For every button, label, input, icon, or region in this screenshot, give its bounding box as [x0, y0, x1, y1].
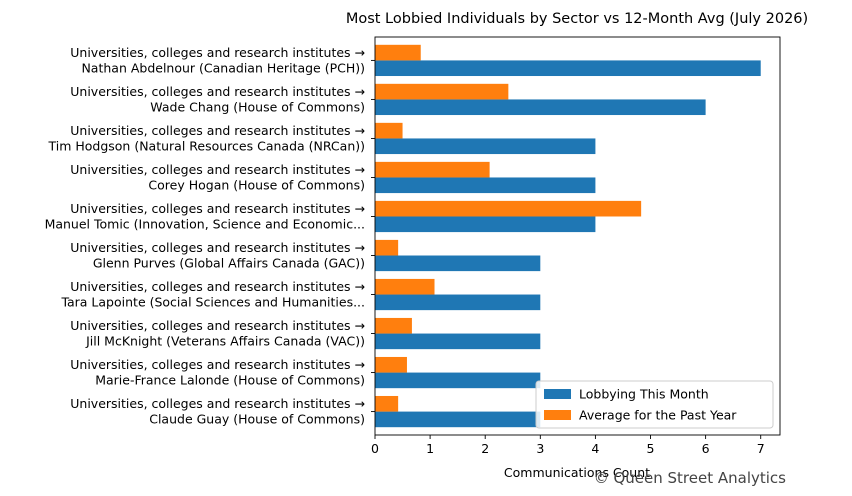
bar-this-month: [375, 294, 541, 311]
category-label-line: Glenn Purves (Global Affairs Canada (GAC…: [93, 256, 365, 271]
category-label: Universities, colleges and research inst…: [70, 162, 365, 193]
legend-swatch: [544, 410, 571, 420]
watermark: © Queen Street Analytics: [594, 469, 786, 487]
category-label-line: Universities, colleges and research inst…: [70, 357, 365, 372]
category-label-line: Jill McKnight (Veterans Affairs Canada (…: [85, 334, 365, 349]
bar-past-year-average: [375, 44, 421, 61]
category-label: Universities, colleges and research inst…: [70, 357, 365, 388]
bar-past-year-average: [375, 200, 642, 217]
category-label: Universities, colleges and research inst…: [60, 279, 365, 310]
category-label: Universities, colleges and research inst…: [45, 201, 365, 232]
category-label: Universities, colleges and research inst…: [70, 396, 365, 427]
bar-this-month: [375, 216, 596, 233]
bar-past-year-average: [375, 395, 399, 412]
category-label: Universities, colleges and research inst…: [70, 45, 365, 76]
category-label: Universities, colleges and research inst…: [70, 318, 365, 349]
bar-this-month: [375, 255, 541, 272]
category-label-line: Universities, colleges and research inst…: [70, 123, 365, 138]
plot-area: Universities, colleges and research inst…: [45, 36, 781, 456]
category-label-line: Universities, colleges and research inst…: [70, 318, 365, 333]
category-label-line: Universities, colleges and research inst…: [70, 240, 365, 255]
x-tick-label: 3: [536, 441, 544, 456]
x-tick-label: 5: [647, 441, 655, 456]
category-label: Universities, colleges and research inst…: [70, 240, 365, 271]
x-tick-label: 2: [481, 441, 489, 456]
category-label-line: Nathan Abdelnour (Canadian Heritage (PCH…: [81, 60, 365, 75]
category-label-line: Manuel Tomic (Innovation, Science and Ec…: [45, 216, 365, 231]
chart-title: Most Lobbied Individuals by Sector vs 12…: [346, 11, 808, 27]
category-label-line: Tara Lapointe (Social Sciences and Human…: [60, 295, 365, 310]
x-tick-label: 7: [757, 441, 765, 456]
bar-past-year-average: [375, 83, 509, 100]
x-axis-title: Communications Count: [504, 465, 650, 480]
bar-past-year-average: [375, 122, 403, 139]
x-tick-label: 1: [426, 441, 434, 456]
legend: Lobbying This Month Average for the Past …: [535, 380, 774, 429]
category-label-line: Tim Hodgson (Natural Resources Canada (N…: [47, 138, 365, 153]
category-label-line: Marie-France Lalonde (House of Commons): [95, 373, 365, 388]
bar-this-month: [375, 411, 541, 428]
legend-swatch: [544, 389, 571, 399]
x-tick-label: 4: [591, 441, 599, 456]
bar-this-month: [375, 99, 706, 116]
category-label: Universities, colleges and research inst…: [70, 84, 365, 115]
plot-frame: [374, 36, 781, 436]
legend-label: Average for the Past Year: [579, 408, 737, 423]
bar-this-month: [375, 333, 541, 350]
category-label-line: Universities, colleges and research inst…: [70, 162, 365, 177]
bar-past-year-average: [375, 161, 490, 178]
category-label: Universities, colleges and research inst…: [47, 123, 365, 154]
bar-past-year-average: [375, 356, 407, 373]
category-label-line: Corey Hogan (House of Commons): [148, 177, 365, 192]
category-label-line: Universities, colleges and research inst…: [70, 396, 365, 411]
category-label-line: Claude Guay (House of Commons): [149, 412, 365, 427]
bar-this-month: [375, 177, 596, 194]
category-label-line: Universities, colleges and research inst…: [70, 279, 365, 294]
x-tick-label: 0: [371, 441, 379, 456]
category-label-line: Universities, colleges and research inst…: [70, 45, 365, 60]
category-label-line: Universities, colleges and research inst…: [70, 201, 365, 216]
x-tick-label: 6: [702, 441, 710, 456]
bar-past-year-average: [375, 239, 399, 256]
legend-label: Lobbying This Month: [579, 387, 709, 402]
bar-this-month: [375, 372, 541, 389]
category-label-line: Universities, colleges and research inst…: [70, 84, 365, 99]
bar-past-year-average: [375, 278, 435, 295]
bar-this-month: [375, 138, 596, 155]
category-label-line: Wade Chang (House of Commons): [150, 99, 365, 114]
bar-past-year-average: [375, 317, 412, 334]
bar-this-month: [375, 60, 761, 77]
legend-box: [535, 380, 774, 429]
